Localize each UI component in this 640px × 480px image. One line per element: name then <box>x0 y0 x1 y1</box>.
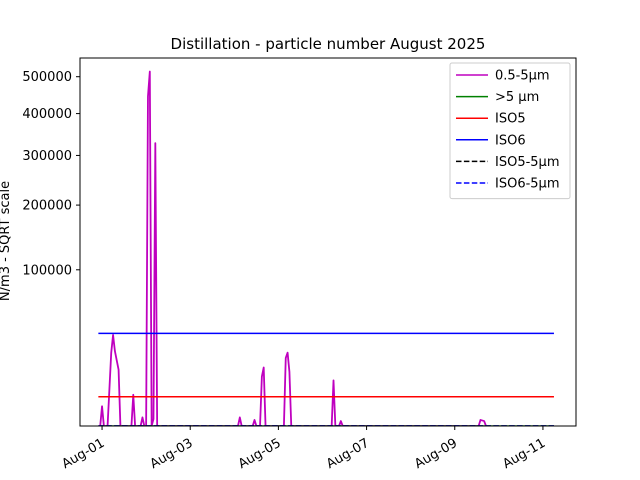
x-tick-label: Aug-09 <box>412 436 460 472</box>
plot-lines <box>98 70 554 426</box>
y-tick-label: 300000 <box>22 149 72 164</box>
x-tick-label: Aug-03 <box>148 436 196 472</box>
legend: 0.5-5µm >5 µm ISO5 ISO6 ISO5-5µm ISO6-5µm <box>449 62 571 200</box>
x-tick-label: Aug-05 <box>236 436 284 472</box>
legend-label: ISO5-5µm <box>495 155 560 170</box>
y-axis: 100000 200000 300000 400000 500000 <box>22 70 80 278</box>
y-tick-label: 500000 <box>22 70 72 85</box>
y-tick-label: 400000 <box>22 107 72 122</box>
plot-frame <box>79 57 577 427</box>
y-tick-label: 100000 <box>22 263 72 278</box>
series-line-0-5-5-m <box>99 70 487 426</box>
chart-title: Distillation - particle number August 20… <box>171 35 486 53</box>
legend-label: ISO6-5µm <box>495 177 560 192</box>
x-axis: Aug-01 Aug-03 Aug-05 Aug-07 Aug-09 Aug-11 <box>59 426 548 472</box>
x-tick-label: Aug-11 <box>500 436 548 472</box>
x-tick-label: Aug-07 <box>324 436 372 472</box>
legend-label: >5 µm <box>495 90 539 105</box>
y-tick-label: 200000 <box>22 199 72 214</box>
y-axis-label: N/m3 - SQRT scale <box>0 181 13 301</box>
legend-label: ISO5 <box>495 112 526 127</box>
legend-label: ISO6 <box>495 133 526 148</box>
x-tick-label: Aug-01 <box>59 436 107 472</box>
legend-label: 0.5-5µm <box>495 69 550 84</box>
